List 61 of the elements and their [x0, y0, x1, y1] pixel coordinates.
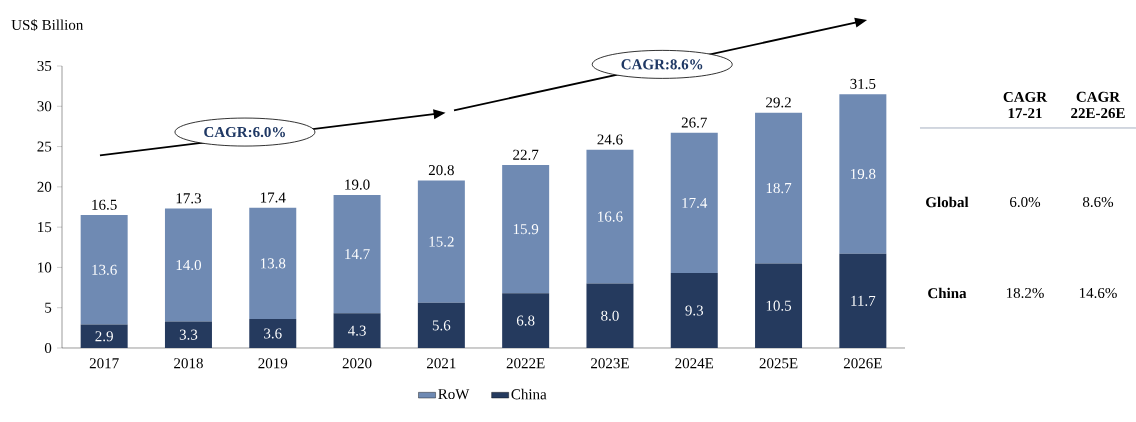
total-label: 19.0 — [345, 179, 370, 190]
data-label: 18.7 — [766, 182, 792, 194]
x-tick-label: 2024E — [675, 358, 714, 369]
text: 8.6% — [1082, 196, 1114, 208]
legend-label: RoW — [438, 389, 470, 400]
total-label: 26.7 — [681, 117, 707, 128]
data-label: 11.7 — [851, 295, 876, 306]
text: CAGR 22E-26E — [1071, 91, 1125, 119]
y-tick-label: 0 — [44, 342, 52, 354]
data-label: 4.3 — [347, 325, 366, 336]
total-label: 16.5 — [92, 199, 117, 210]
data-label: 3.6 — [264, 328, 282, 339]
total-label: 17.4 — [260, 192, 286, 203]
text: China — [928, 287, 967, 299]
y-axis-title: US$ Billion — [11, 19, 84, 31]
y-tick-label: 15 — [38, 222, 52, 233]
x-tick-label: 2019 — [258, 358, 288, 369]
data-label: 5.6 — [432, 320, 451, 331]
x-tick-label: 2018 — [174, 358, 203, 369]
data-label: 17.4 — [682, 197, 708, 209]
data-label: 8.0 — [601, 310, 619, 321]
x-tick-label: 2020 — [342, 358, 372, 369]
data-label: 13.8 — [260, 258, 286, 269]
total-label: 17.3 — [176, 193, 201, 204]
data-label: 13.6 — [92, 264, 117, 275]
data-label: 14.0 — [176, 259, 202, 271]
total-label: 22.7 — [513, 149, 539, 160]
y-tick-label: 10 — [38, 262, 52, 273]
data-label: 16.6 — [598, 211, 623, 222]
y-tick-label: 30 — [37, 101, 52, 112]
data-label: 19.8 — [851, 168, 876, 180]
data-label: 14.7 — [345, 249, 370, 260]
text: 14.6% — [1079, 287, 1117, 299]
data-label: 15.2 — [429, 236, 454, 247]
data-label: 9.3 — [685, 305, 704, 316]
total-label: 20.8 — [428, 165, 454, 176]
text: 18.2% — [1006, 287, 1044, 299]
total-label: 29.2 — [766, 97, 791, 108]
data-label: 15.9 — [513, 224, 539, 235]
legend-label: China — [511, 388, 547, 400]
annotation: CAGR:8.6% — [621, 59, 703, 70]
y-tick-label: 35 — [37, 60, 52, 72]
data-label: 10.5 — [766, 300, 792, 311]
x-tick-label: 2026E — [843, 358, 882, 369]
text: Global — [926, 196, 969, 208]
annotation: CAGR:6.0% — [204, 126, 285, 138]
data-label: 2.9 — [95, 331, 113, 342]
data-label: 3.3 — [179, 329, 198, 340]
text: CAGR 17-21 — [1003, 91, 1048, 119]
x-tick-label: 2017 — [89, 358, 119, 369]
x-tick-label: 2025E — [759, 358, 798, 369]
y-tick-label: 25 — [37, 141, 52, 152]
x-tick-label: 2023E — [591, 358, 629, 369]
x-tick-label: 2022E — [506, 358, 545, 369]
data-label: 6.8 — [516, 315, 535, 326]
text: 6.0% — [1010, 196, 1041, 208]
y-tick-label: 5 — [45, 302, 52, 313]
total-label: 24.6 — [597, 134, 623, 145]
x-tick-label: 2021 — [427, 358, 456, 369]
total-label: 31.5 — [850, 78, 876, 89]
y-tick-label: 20 — [37, 181, 52, 192]
